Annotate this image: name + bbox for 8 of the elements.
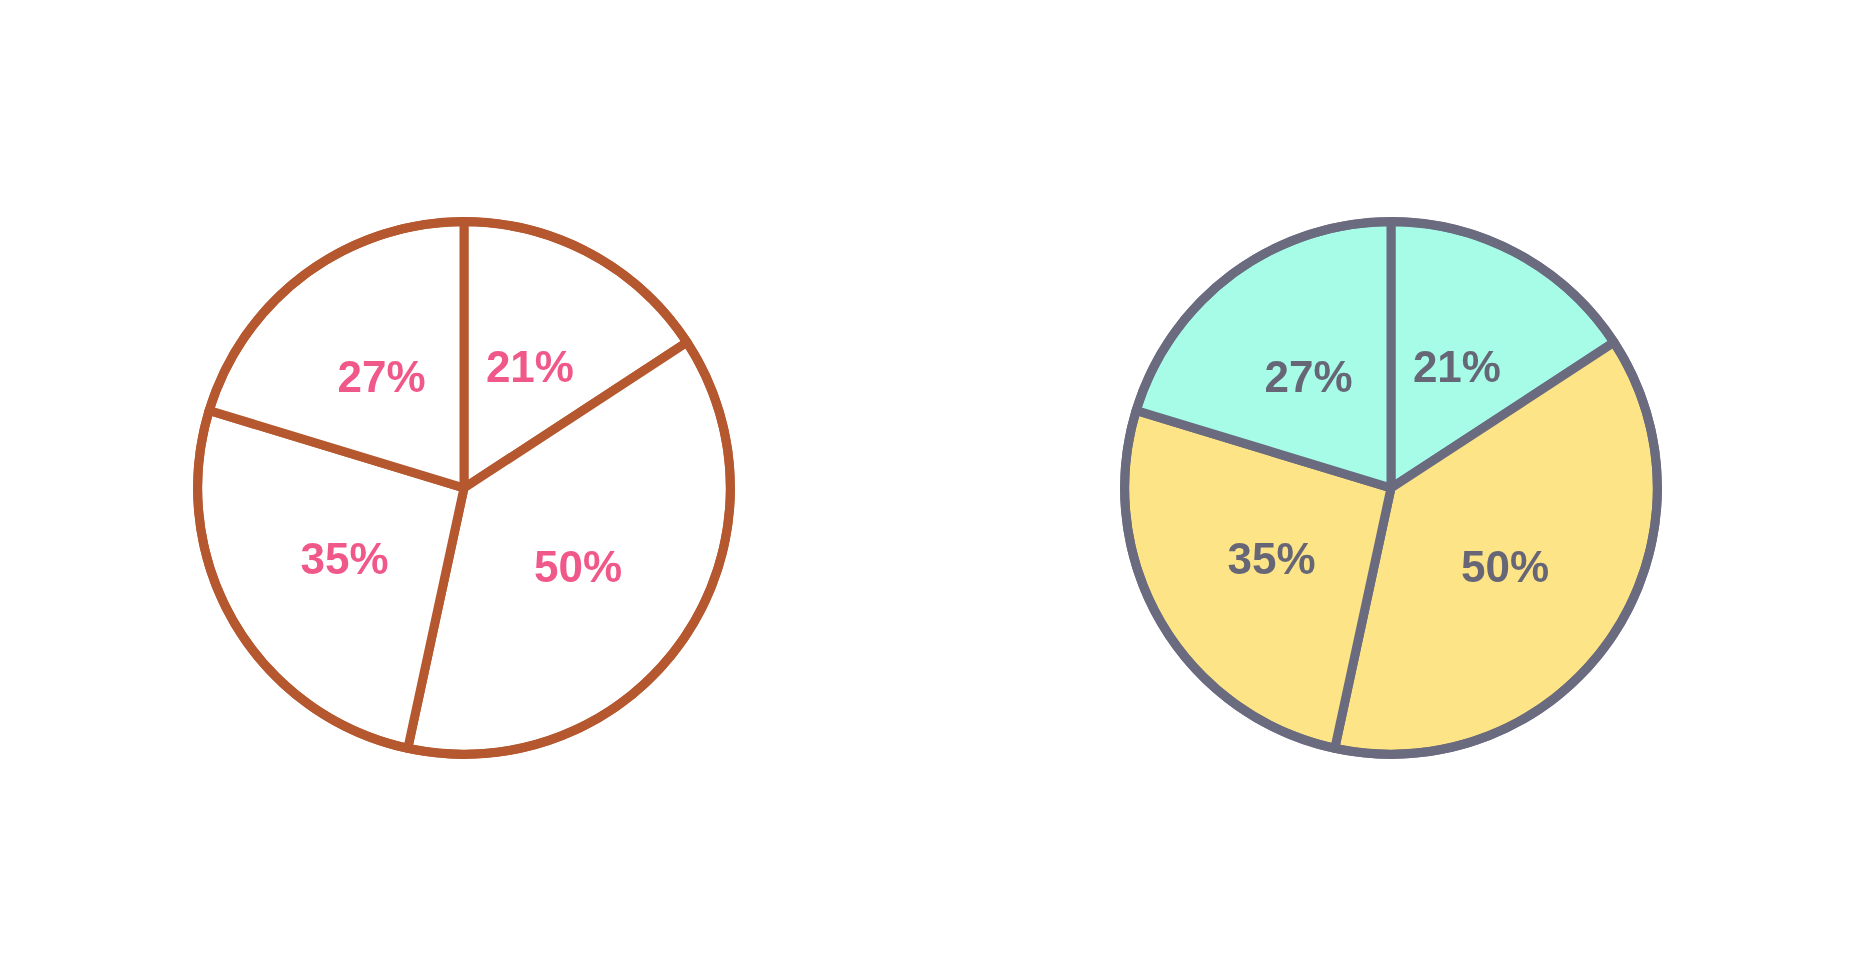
data-label: 27% [337,352,426,402]
data-label: 21% [1412,341,1501,391]
data-label: 21% [485,341,574,391]
data-label: 35% [1227,533,1316,583]
data-label: 50% [534,541,623,591]
data-label: 50% [1461,541,1550,591]
data-label: 35% [300,533,389,583]
data-label: 27% [1264,352,1353,402]
